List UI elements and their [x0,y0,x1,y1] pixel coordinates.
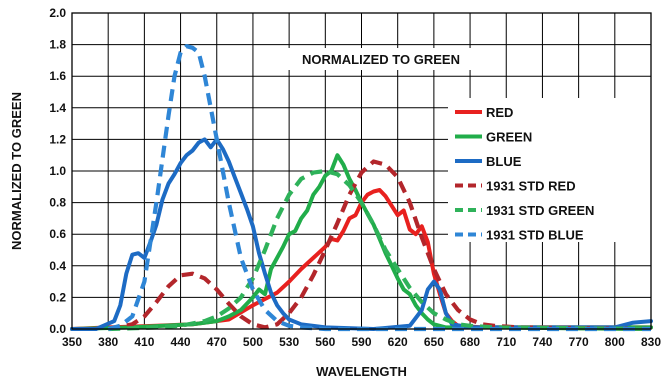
y-tick-label: 1.2 [49,132,66,146]
x-tick-label: 680 [460,335,480,349]
series-1931-std-green-line [108,168,652,332]
x-tick-label: 560 [315,335,335,349]
x-tick-label: 800 [605,335,625,349]
x-tick-label: 440 [171,335,191,349]
series-green-line [70,153,653,331]
x-tick-label: 710 [496,335,516,349]
x-tick-label: 470 [207,335,227,349]
y-tick-label: 1.6 [49,69,66,83]
plot-frame [71,12,652,330]
legend-label-1931-std-green: 1931 STD GREEN [486,203,594,218]
y-tick-label: 0.6 [49,227,66,241]
x-tick-label: 410 [134,335,154,349]
chart-axes: 350 380 410 440 470 500 530 560 590 620 650 680 710 7… [49,6,661,349]
y-tick-label: 1.0 [49,164,66,178]
y-tick-label: 0.2 [49,290,66,304]
series-1931-std-blue-line [107,44,651,332]
chart-grid [71,12,652,330]
legend-box [448,98,651,242]
x-tick-label: 380 [98,335,118,349]
legend-label-blue: BLUE [486,154,522,169]
y-axis-label: NORMALIZED TO GREEN [9,92,24,250]
x-tick-label: 770 [569,335,589,349]
x-tick-label: 830 [641,335,661,349]
x-tick-label: 530 [279,335,299,349]
y-tick-label: 0.0 [49,322,66,336]
legend-label-red: RED [486,105,513,120]
y-tick-label: 1.8 [49,38,66,52]
x-tick-label: 740 [532,335,552,349]
x-tick-label: 620 [388,335,408,349]
y-tick-label: 0.4 [49,259,66,273]
annotation-box [263,48,499,70]
series-red-line [70,188,653,331]
x-tick-label: 500 [243,335,263,349]
x-tick-label: 350 [62,335,82,349]
y-tick-label: 0.8 [49,196,66,210]
chart-series-layer [70,44,653,332]
chart-annotation: NORMALIZED TO GREEN [302,52,460,67]
legend-label-1931-std-blue: 1931 STD BLUE [486,228,584,243]
x-axis-label: WAVELENGTH [316,364,407,379]
y-tick-label: 2.0 [49,6,66,20]
x-tick-label: 590 [351,335,371,349]
x-tick-label: 650 [424,335,444,349]
legend-label-1931-std-red: 1931 STD RED [486,179,576,194]
series-1931-std-red-line [107,159,652,332]
legend-label-green: GREEN [486,130,532,145]
y-tick-label: 1.4 [49,101,66,115]
chart-legend: RED GREEN BLUE 1931 STD RED 1931 STD GREEN 19… [455,105,594,243]
